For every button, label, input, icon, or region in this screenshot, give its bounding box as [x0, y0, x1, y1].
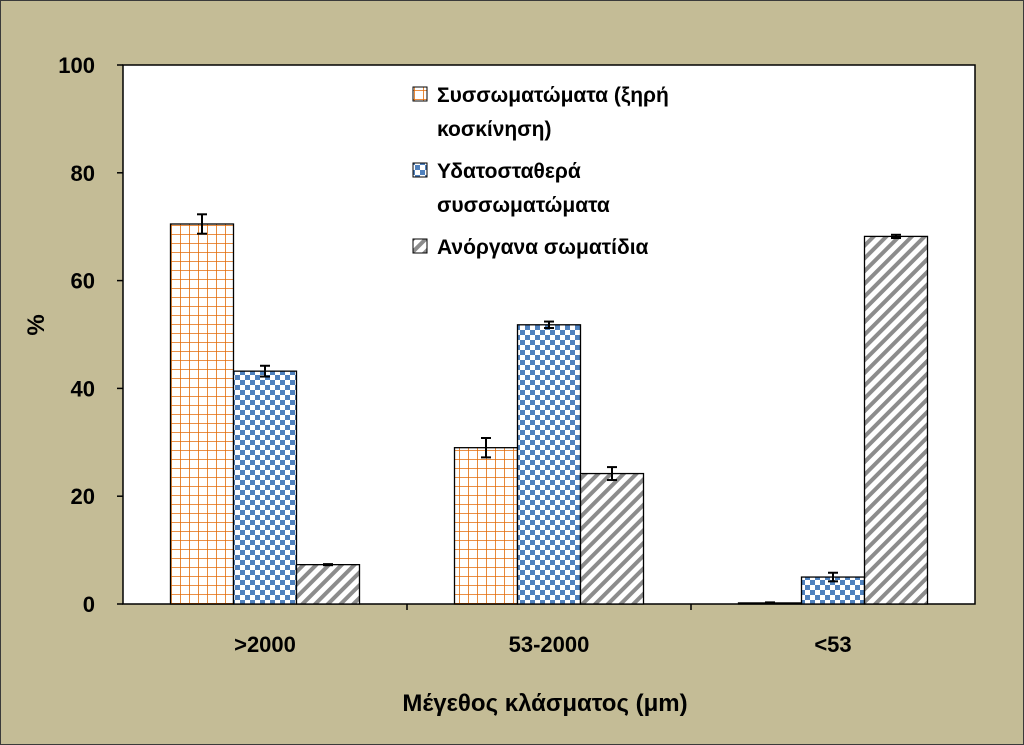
x-axis-title: Μέγεθος κλάσματος (μm)	[402, 690, 687, 717]
bar	[169, 223, 235, 605]
error-bar	[197, 213, 207, 235]
y-tick-label: 0	[83, 592, 95, 617]
x-axis: >2000 53-2000 <53	[234, 604, 852, 657]
legend-swatch	[412, 86, 428, 102]
bar	[579, 472, 645, 605]
error-bar	[323, 563, 333, 567]
error-bar	[607, 466, 617, 482]
y-tick-label: 80	[71, 161, 95, 186]
legend-item: Συσσωματώματα (ξηρή κοσκίνηση)	[412, 84, 669, 141]
y-axis: 0 20 40 60 80 100	[58, 53, 123, 617]
y-tick-label: 100	[58, 53, 95, 78]
y-tick-label: 20	[71, 484, 95, 509]
bar	[516, 324, 582, 605]
x-tick-label: 53-2000	[509, 632, 590, 657]
y-tick-label: 40	[71, 376, 95, 401]
y-tick-label: 60	[71, 269, 95, 294]
legend-item: Ανόργανα σωματίδια	[412, 236, 649, 259]
error-bar	[891, 233, 901, 240]
legend-item: Υδατοσταθερά συσσωματώματα	[412, 160, 610, 217]
legend: Συσσωματώματα (ξηρή κοσκίνηση) Υδατοσταθερ…	[412, 84, 669, 259]
legend-label: Ανόργανα σωματίδια	[437, 236, 649, 259]
legend-label: κοσκίνηση)	[437, 118, 551, 141]
legend-label: Συσσωματώματα (ξηρή	[437, 84, 669, 107]
bar	[863, 235, 929, 605]
error-bar	[260, 364, 270, 378]
legend-label: συσσωματώματα	[437, 194, 610, 217]
error-bar	[828, 571, 838, 583]
legend-label: Υδατοσταθερά	[437, 160, 581, 183]
error-bar	[544, 320, 554, 330]
x-tick-label: >2000	[234, 632, 296, 657]
y-axis-title: %	[23, 314, 50, 335]
bar	[295, 564, 361, 605]
error-bar	[481, 436, 491, 459]
x-tick-label: <53	[814, 632, 851, 657]
bar	[232, 370, 298, 605]
legend-swatch	[412, 238, 428, 254]
bar	[453, 447, 519, 605]
error-bars	[197, 213, 901, 605]
bars	[169, 223, 929, 605]
error-bar	[765, 601, 775, 605]
legend-swatch	[412, 162, 428, 178]
